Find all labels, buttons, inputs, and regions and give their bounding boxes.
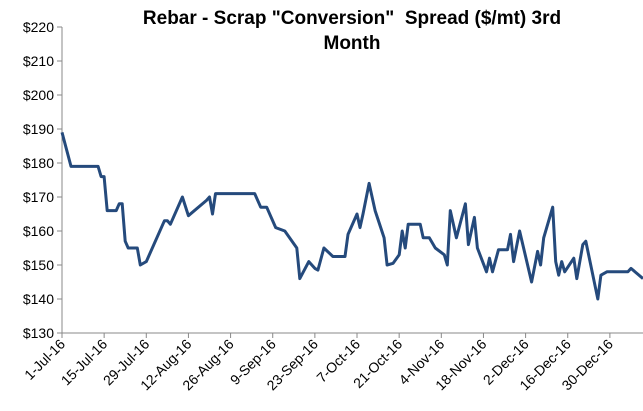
y-tick-label: $170 bbox=[23, 189, 54, 205]
y-tick-label: $140 bbox=[23, 291, 54, 307]
y-tick-label: $220 bbox=[23, 19, 54, 35]
y-tick-label: $150 bbox=[23, 257, 54, 273]
y-tick-label: $130 bbox=[23, 325, 54, 341]
data-line bbox=[60, 132, 643, 301]
y-tick-label: $160 bbox=[23, 223, 54, 239]
y-tick-label: $190 bbox=[23, 121, 54, 137]
y-tick-label: $210 bbox=[23, 53, 54, 69]
y-tick-label: $180 bbox=[23, 155, 54, 171]
chart-title: Rebar - Scrap "Conversion" Spread ($/mt)… bbox=[142, 8, 567, 54]
y-tick-label: $200 bbox=[23, 87, 54, 103]
